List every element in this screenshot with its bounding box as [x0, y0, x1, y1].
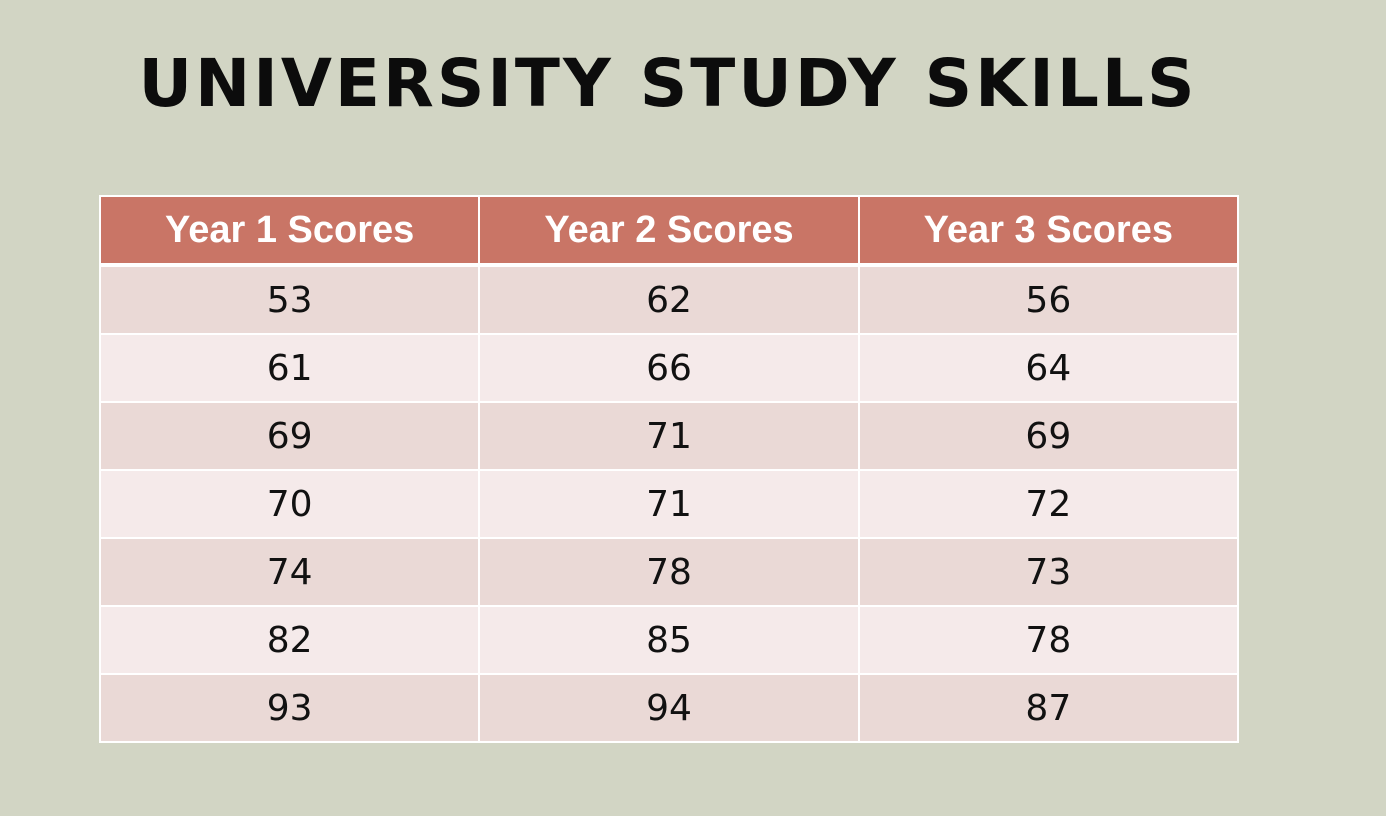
- table-cell: 72: [857, 469, 1240, 539]
- slide-title: UNIVERSITY STUDY SKILLS: [138, 45, 1198, 122]
- table-row: 70 71 72: [98, 469, 1240, 539]
- table-cell: 71: [478, 469, 860, 539]
- table-cell: 61: [98, 333, 481, 403]
- table-cell: 66: [478, 333, 860, 403]
- column-header-year-2: Year 2 Scores: [478, 195, 860, 266]
- table-cell: 74: [98, 537, 481, 607]
- table-row: 82 85 78: [98, 605, 1240, 675]
- table-cell: 53: [98, 264, 481, 335]
- table-cell: 82: [98, 605, 481, 675]
- table-cell: 85: [478, 605, 860, 675]
- table-cell: 69: [98, 401, 481, 471]
- table-cell: 71: [478, 401, 860, 471]
- column-header-year-3: Year 3 Scores: [857, 195, 1240, 266]
- table-row: 93 94 87: [98, 673, 1240, 743]
- table-cell: 94: [478, 673, 860, 743]
- table-row: 53 62 56: [98, 264, 1240, 335]
- table-cell: 93: [98, 673, 481, 743]
- table-cell: 64: [857, 333, 1240, 403]
- table-cell: 78: [478, 537, 860, 607]
- table-cell: 69: [857, 401, 1240, 471]
- table-cell: 70: [98, 469, 481, 539]
- table-row: 74 78 73: [98, 537, 1240, 607]
- column-header-year-1: Year 1 Scores: [98, 195, 481, 266]
- scores-table: Year 1 Scores Year 2 Scores Year 3 Score…: [98, 195, 1240, 743]
- table-row: 61 66 64: [98, 333, 1240, 403]
- table-cell: 56: [857, 264, 1240, 335]
- table-cell: 87: [857, 673, 1240, 743]
- table-header-row: Year 1 Scores Year 2 Scores Year 3 Score…: [98, 195, 1240, 266]
- table-cell: 78: [857, 605, 1240, 675]
- table-cell: 73: [857, 537, 1240, 607]
- table-cell: 62: [478, 264, 860, 335]
- table-row: 69 71 69: [98, 401, 1240, 471]
